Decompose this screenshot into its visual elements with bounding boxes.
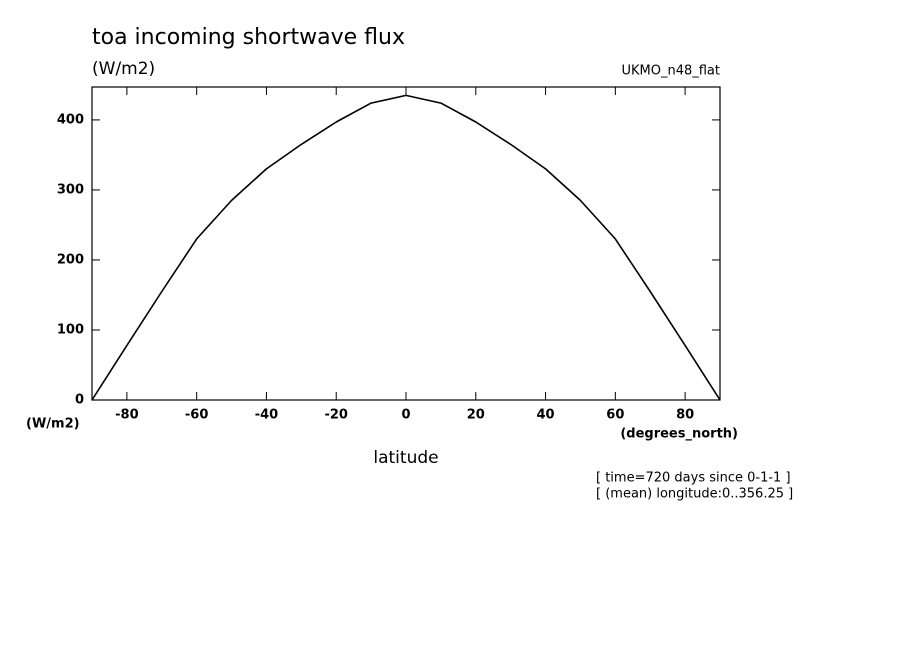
x-tick-label: -20 — [324, 408, 348, 423]
x-tick-label: -80 — [115, 408, 139, 423]
data-line — [91, 94, 721, 401]
units-top: (W/m2) — [92, 59, 155, 79]
x-tick-label: 40 — [537, 408, 555, 423]
y-tick-label: 200 — [57, 252, 84, 267]
x-tick-label: -40 — [255, 408, 279, 423]
y-axis-unit: (W/m2) — [26, 417, 80, 432]
y-tick-label: 400 — [57, 112, 84, 127]
annotation: [ (mean) longitude:0..356.25 ] — [596, 487, 793, 502]
y-tick-label: 300 — [57, 182, 84, 197]
x-axis-unit: (degrees_north) — [620, 427, 738, 442]
y-tick-label: 0 — [75, 393, 84, 408]
dataset-label: UKMO_n48_flat — [621, 64, 720, 79]
x-axis-title: latitude — [373, 448, 438, 468]
chart-title: toa incoming shortwave flux — [92, 25, 405, 50]
x-tick-label: 80 — [676, 408, 694, 423]
x-tick-label: 20 — [467, 408, 485, 423]
x-tick-label: 60 — [606, 408, 624, 423]
annotation: [ time=720 days since 0-1-1 ] — [596, 471, 791, 486]
x-tick-label: 0 — [401, 408, 410, 423]
y-tick-label: 100 — [57, 322, 84, 337]
x-tick-label: -60 — [185, 408, 209, 423]
